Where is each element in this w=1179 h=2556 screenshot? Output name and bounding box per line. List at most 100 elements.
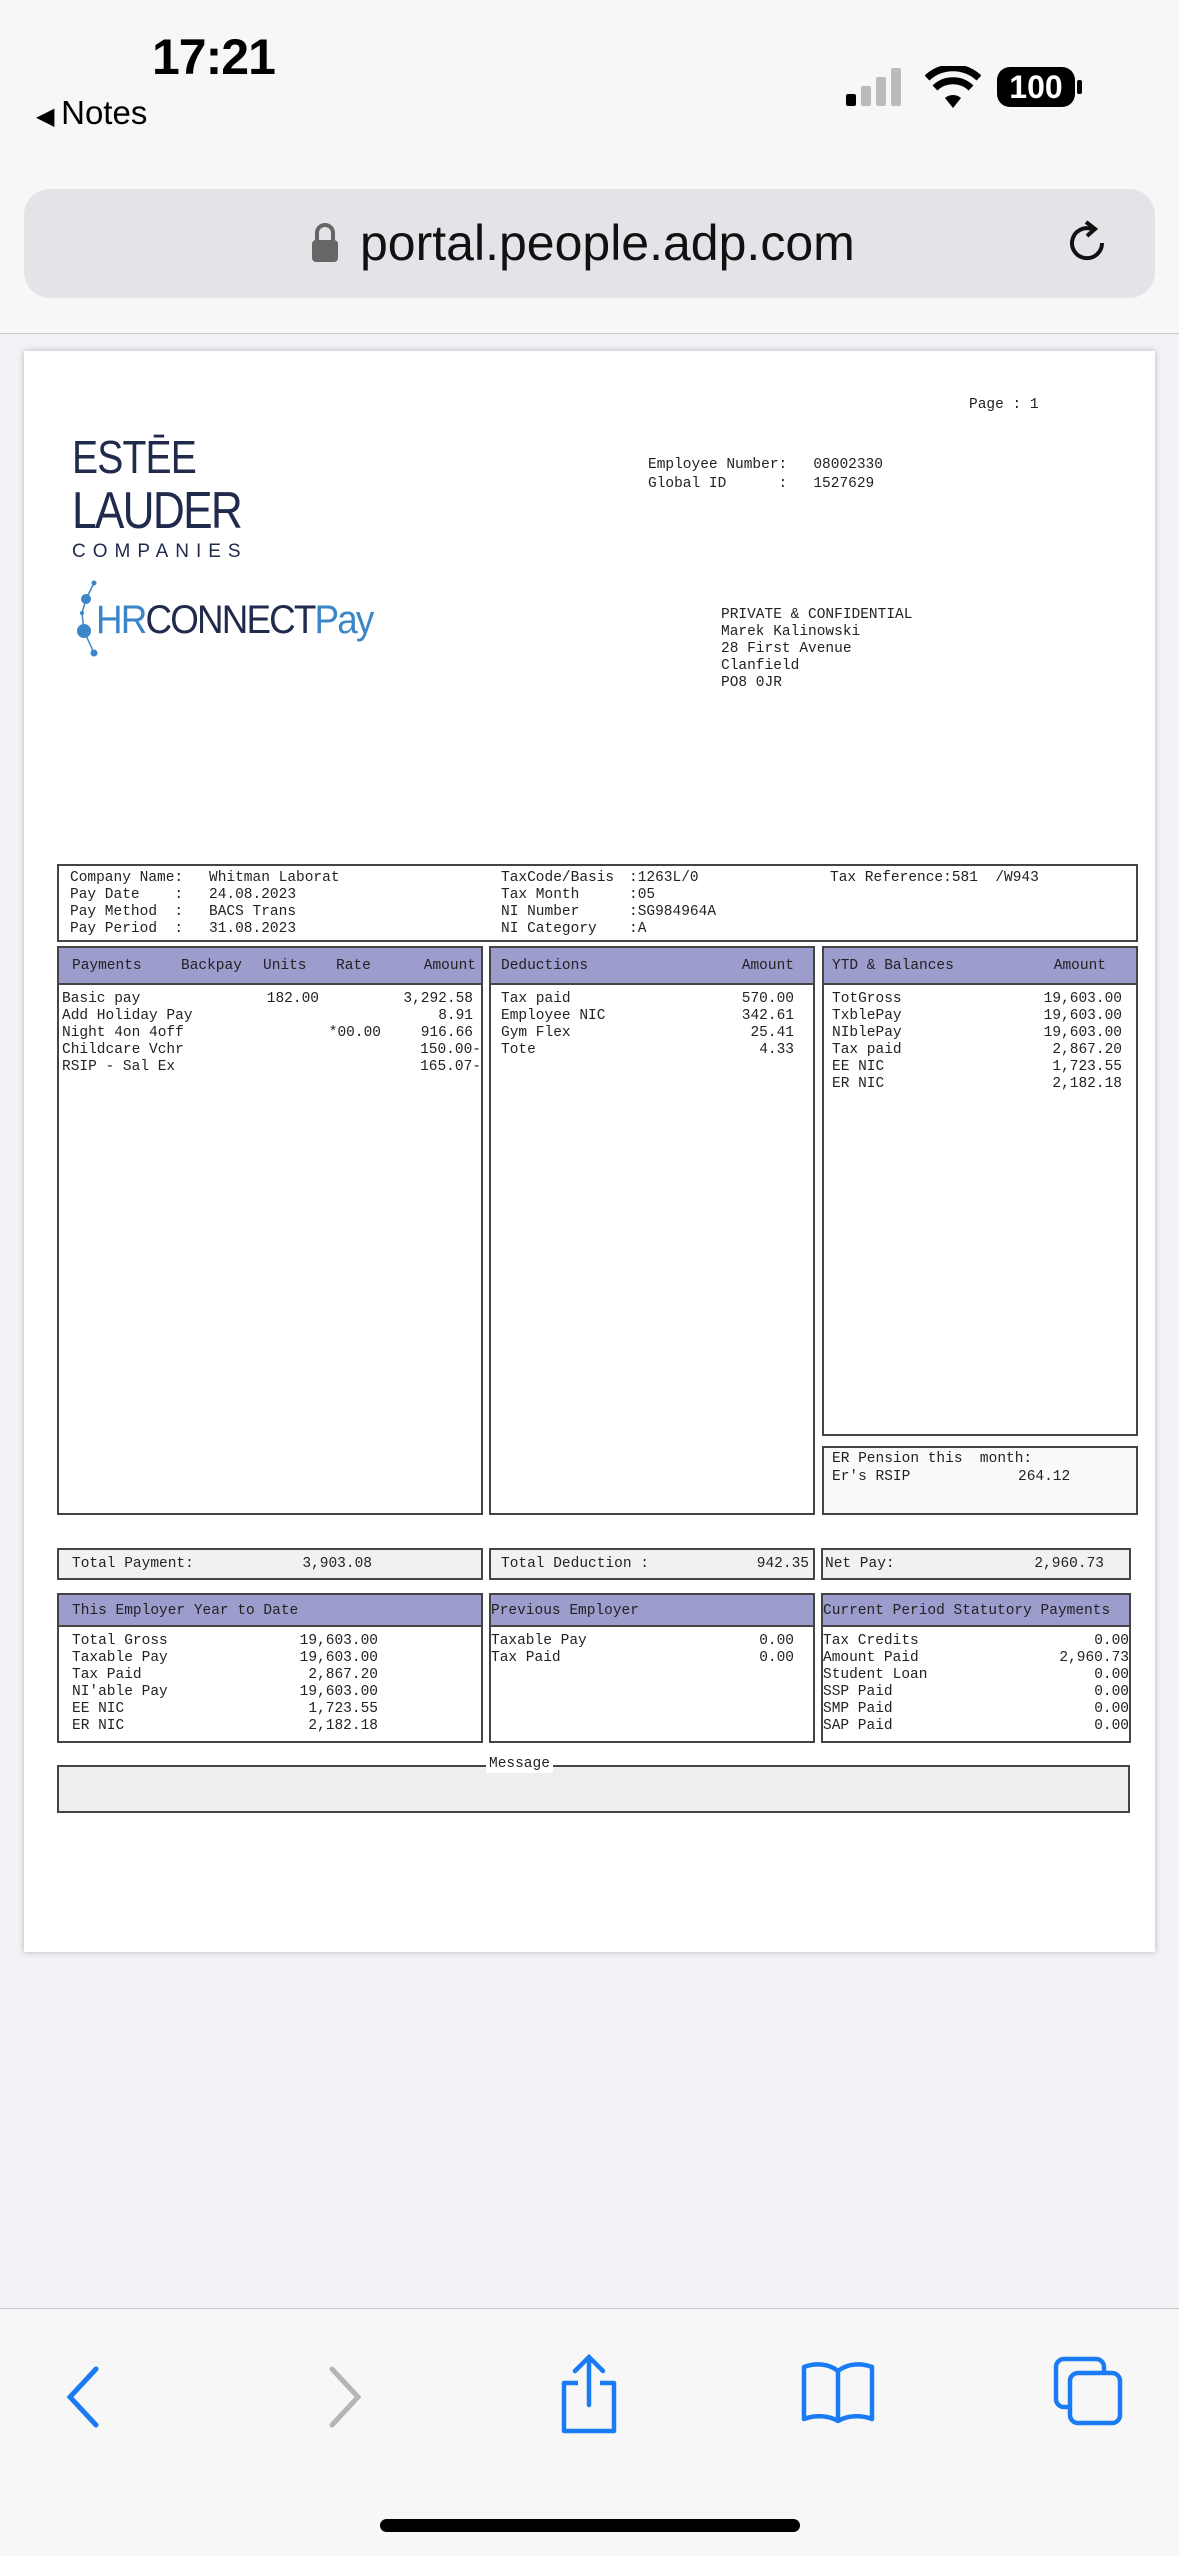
row-value: 0.00 [1094, 1718, 1129, 1734]
info-value: 24.08.2023 [209, 887, 297, 903]
info-value: BACS Trans [209, 904, 297, 920]
row-value: 2,182.18 [1052, 1076, 1122, 1092]
row-value: 2,867.20 [1052, 1042, 1122, 1058]
row-value: 19,603.00 [299, 1633, 378, 1649]
employer-ytd-box: This Employer Year to Date Total Gross 19… [57, 1593, 483, 1743]
global-id: Global ID : 1527629 [648, 476, 875, 492]
info-label: Pay Method : [70, 904, 184, 920]
row-label: Employee NIC [501, 1008, 606, 1024]
forward-chevron-icon[interactable] [324, 2365, 364, 2429]
hrconnect-dots-icon [77, 580, 98, 657]
back-chevron-icon[interactable] [64, 2365, 104, 2429]
home-indicator[interactable] [380, 2519, 800, 2532]
address-line: Clanfield [721, 658, 800, 674]
back-label: Notes [61, 94, 148, 131]
signal-icon [846, 68, 906, 108]
info-label: Pay Period : [70, 921, 184, 937]
message-box [57, 1765, 1130, 1813]
address-line: 28 First Avenue [721, 641, 852, 657]
lock-icon [312, 223, 338, 262]
info-label: Pay Date : [70, 887, 184, 903]
clock: 17:21 [152, 29, 276, 85]
info-value: :1263L/0 [629, 870, 699, 886]
message-label: Message [486, 1756, 553, 1773]
ytd-balances-table: YTD & Balances Amount TotGross 19,603.00 Tx… [822, 946, 1138, 1436]
total-payment-value: 3,903.08 [302, 1556, 372, 1572]
row-label: Tax Credits [823, 1633, 919, 1649]
net-pay-value: 2,960.73 [1034, 1556, 1104, 1572]
row-label: Amount Paid [823, 1650, 919, 1666]
deductions-table: Deductions Amount Tax paid 570.00 Employee … [489, 946, 815, 1515]
col-backpay: Backpay [181, 958, 242, 974]
total-deduction-value: 942.35 [756, 1556, 809, 1572]
payment-amount: 3,292.58 [403, 991, 473, 1007]
employee-number: Employee Number: 08002330 [648, 457, 883, 473]
row-value: 0.00 [1094, 1667, 1129, 1683]
row-label: Gym Flex [501, 1025, 571, 1041]
tax-reference: Tax Reference:581 /W943 [830, 870, 1039, 886]
address-line: PO8 0JR [721, 675, 782, 691]
pension-title: ER Pension this month: [832, 1451, 1033, 1467]
payment-amount: 150.00- [420, 1042, 481, 1058]
row-label: Student Loan [823, 1667, 928, 1683]
payments-table: Payments Backpay Units Rate Amount Basic pay… [57, 946, 483, 1515]
row-label: Total Gross [72, 1633, 168, 1649]
payment-amount: 8.91 [438, 1008, 473, 1024]
info-label: Company Name: [70, 870, 184, 886]
row-value: 1,723.55 [1052, 1059, 1122, 1075]
payment-label: Add Holiday Pay [62, 1008, 193, 1024]
payment-amount: 916.66 [420, 1025, 473, 1041]
info-value: :A [629, 921, 647, 937]
row-label: Tote [501, 1042, 536, 1058]
info-value: :05 [629, 887, 656, 903]
row-label: NI'able Pay [72, 1684, 168, 1700]
row-label: Taxable Pay [491, 1633, 587, 1649]
reload-icon[interactable] [1062, 218, 1112, 268]
info-label: TaxCode/Basis [501, 870, 615, 886]
ytd-header: YTD & Balances Amount [824, 948, 1136, 985]
payment-label: Night 4on 4off [62, 1025, 184, 1041]
battery-level: 100 [1009, 69, 1063, 105]
info-value: :SG984964A [629, 904, 717, 920]
row-value: 0.00 [1094, 1633, 1129, 1649]
row-value: 2,182.18 [308, 1718, 378, 1734]
payment-label: Basic pay [62, 991, 141, 1007]
payslip-document: Page : 1 ESTĒE LAUDER COMPANIES Employee… [24, 351, 1155, 1952]
address-bar[interactable] [24, 189, 1155, 298]
row-value: 0.00 [759, 1650, 794, 1666]
url-text[interactable]: portal.people.adp.com [360, 215, 855, 271]
col-units: Units [263, 958, 307, 974]
row-value: 570.00 [741, 991, 794, 1007]
row-value: 19,603.00 [1043, 1008, 1122, 1024]
row-label: Tax Paid [491, 1650, 561, 1666]
row-label: TxblePay [832, 1008, 902, 1024]
info-label: Tax Month [501, 887, 580, 903]
row-label: SMP Paid [823, 1701, 893, 1717]
battery-tip [1077, 80, 1082, 94]
share-icon[interactable] [558, 2353, 620, 2435]
row-label: NIblePay [832, 1025, 902, 1041]
row-value: 19,603.00 [1043, 1025, 1122, 1041]
address-line: Marek Kalinowski [721, 624, 861, 640]
row-value: 342.61 [741, 1008, 794, 1024]
row-value: 19,603.00 [299, 1650, 378, 1666]
bookmarks-icon[interactable] [800, 2359, 876, 2425]
tabs-icon[interactable] [1052, 2355, 1124, 2427]
col-amount: Amount [423, 958, 476, 974]
row-value: 0.00 [1094, 1684, 1129, 1700]
back-to-notes[interactable]: ◀ Notes [36, 94, 147, 136]
hrconnect-pay-logo: HRCONNECTPay [76, 579, 396, 659]
payment-rate: *00.00 [328, 1025, 381, 1041]
row-value: 25.41 [750, 1025, 794, 1041]
payment-units: 182.00 [266, 991, 319, 1007]
row-value: 0.00 [759, 1633, 794, 1649]
net-pay-box: Net Pay: 2,960.73 [821, 1548, 1131, 1580]
row-value: 0.00 [1094, 1701, 1129, 1717]
wifi-icon [925, 66, 981, 108]
info-value: 31.08.2023 [209, 921, 297, 937]
row-label: SSP Paid [823, 1684, 893, 1700]
row-value: 4.33 [759, 1042, 794, 1058]
employee-info-box: Company Name: Whitman Laborat Pay Date : 24… [57, 864, 1138, 942]
row-label: Tax paid [832, 1042, 902, 1058]
payment-amount: 165.07- [420, 1059, 481, 1075]
